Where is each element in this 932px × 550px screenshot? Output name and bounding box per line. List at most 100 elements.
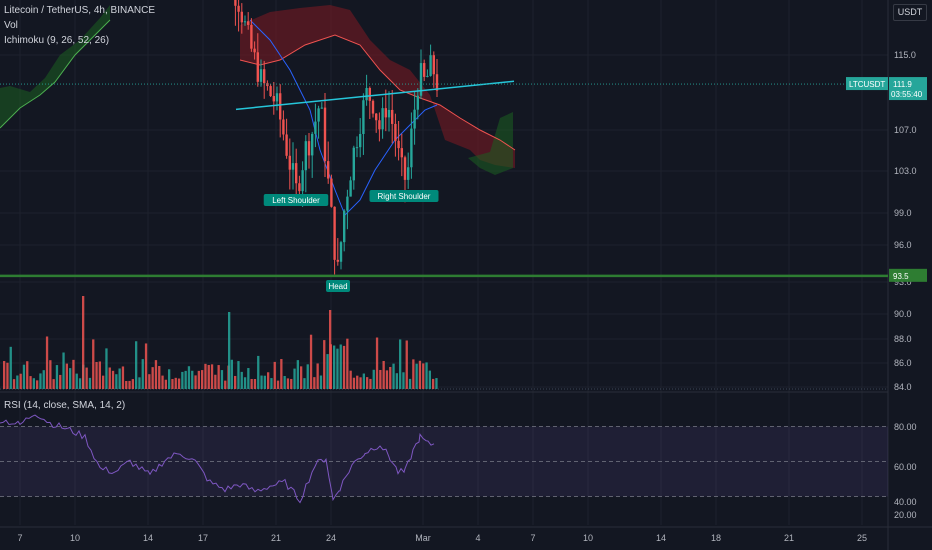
candle-body — [435, 74, 439, 91]
ichimoku-legend[interactable]: Ichimoku (9, 26, 52, 26) — [4, 35, 110, 46]
candle-body — [336, 259, 339, 262]
volume-bar — [164, 379, 167, 389]
time-tick-label: Mar — [415, 533, 431, 543]
time-tick-label: 4 — [475, 533, 480, 543]
pattern-label: Head — [328, 282, 347, 291]
volume-bar — [300, 366, 303, 389]
candle-body — [275, 93, 279, 102]
volume-bar — [194, 375, 197, 389]
price-tag-box — [889, 77, 927, 101]
volume-bar — [49, 360, 52, 389]
volume-bar — [385, 370, 389, 389]
volume-bar — [3, 361, 6, 389]
currency-unit-button[interactable]: USDT — [893, 4, 927, 21]
candle-body — [339, 242, 343, 262]
volume-bar — [399, 339, 402, 389]
volume-bar — [45, 336, 49, 389]
volume-bar — [158, 366, 161, 389]
volume-bar — [309, 334, 313, 389]
volume-bar — [52, 379, 55, 389]
candle-body — [355, 147, 359, 149]
candle-body — [304, 141, 307, 171]
support-tag-label: 93.5 — [893, 272, 909, 281]
pattern-label-box — [263, 194, 329, 206]
volume-bar — [151, 367, 154, 389]
volume-bar — [82, 296, 85, 389]
volume-bar — [102, 375, 105, 389]
candle-body — [407, 167, 410, 180]
volume-bar — [290, 378, 293, 389]
volume-bar — [243, 377, 247, 389]
time-tick-label: 21 — [271, 533, 281, 543]
candle-body — [400, 148, 403, 158]
volume-bar — [26, 361, 29, 389]
rsi-tick-label: 60.00 — [894, 462, 917, 472]
candle-body — [259, 69, 263, 82]
rsi-tick-label: 80.00 — [894, 422, 917, 432]
candle-body — [349, 180, 352, 197]
volume-bar — [105, 348, 108, 389]
time-tick-label: 7 — [17, 533, 22, 543]
volume-bar — [366, 377, 369, 389]
volume-bar — [234, 375, 237, 389]
volume-bar — [22, 364, 26, 389]
volume-bar — [115, 374, 118, 389]
candle-body — [352, 147, 355, 181]
volume-bar — [184, 370, 187, 389]
time-tick-label: 7 — [530, 533, 535, 543]
volume-bar — [412, 359, 415, 389]
rsi-legend[interactable]: RSI (14, close, SMA, 14, 2) — [4, 400, 126, 411]
volume-bar — [204, 363, 207, 389]
candle-body — [250, 24, 253, 49]
volume-bar — [174, 377, 177, 389]
volume-bar — [187, 366, 191, 389]
price-tick-label: 84.0 — [894, 382, 912, 392]
candle-body — [320, 107, 323, 109]
volume-bar — [240, 371, 243, 389]
volume-bar — [6, 362, 9, 389]
candle-body — [371, 100, 375, 114]
volume-bar — [319, 375, 323, 389]
volume-bar — [339, 344, 342, 389]
time-tick-label: 24 — [326, 533, 336, 543]
volume-bar — [85, 367, 88, 389]
volume-bar — [224, 380, 227, 389]
candle-body — [410, 128, 413, 168]
candle-body — [263, 69, 266, 84]
volume-bar — [12, 379, 16, 389]
volume-bar — [273, 361, 276, 389]
volume-bar — [217, 365, 220, 389]
volume-bar — [326, 354, 329, 389]
volume-bar — [408, 378, 412, 389]
volume-bar — [257, 355, 260, 389]
volume-bar — [72, 359, 75, 389]
volume-bar — [220, 370, 224, 389]
volume-bar — [362, 373, 365, 389]
candle-body — [387, 109, 391, 118]
vol-legend[interactable]: Vol — [4, 20, 18, 31]
volume-bar — [36, 380, 39, 389]
volume-bar — [303, 378, 306, 389]
time-tick-label: 18 — [711, 533, 721, 543]
volume-bar — [276, 380, 280, 389]
volume-bar — [88, 377, 92, 389]
volume-bar — [111, 370, 115, 389]
volume-bar — [125, 380, 128, 389]
volume-bar — [141, 359, 144, 389]
volume-bar — [65, 363, 68, 389]
symbol-legend[interactable]: Litecoin / TetherUS, 4h, BINANCE — [4, 5, 155, 16]
time-tick-label: 14 — [143, 533, 153, 543]
volume-bar — [428, 370, 431, 389]
candle-body — [253, 48, 256, 53]
volume-bar — [392, 363, 395, 389]
candle-body — [381, 108, 384, 130]
volume-bar — [148, 374, 151, 389]
volume-bar — [247, 368, 250, 389]
pattern-label-box — [369, 190, 439, 202]
senkou-a-line — [0, 19, 111, 129]
volume-bar — [336, 348, 339, 389]
candle-body — [327, 161, 330, 179]
volume-bar — [349, 370, 352, 389]
volume-bar — [128, 380, 131, 389]
